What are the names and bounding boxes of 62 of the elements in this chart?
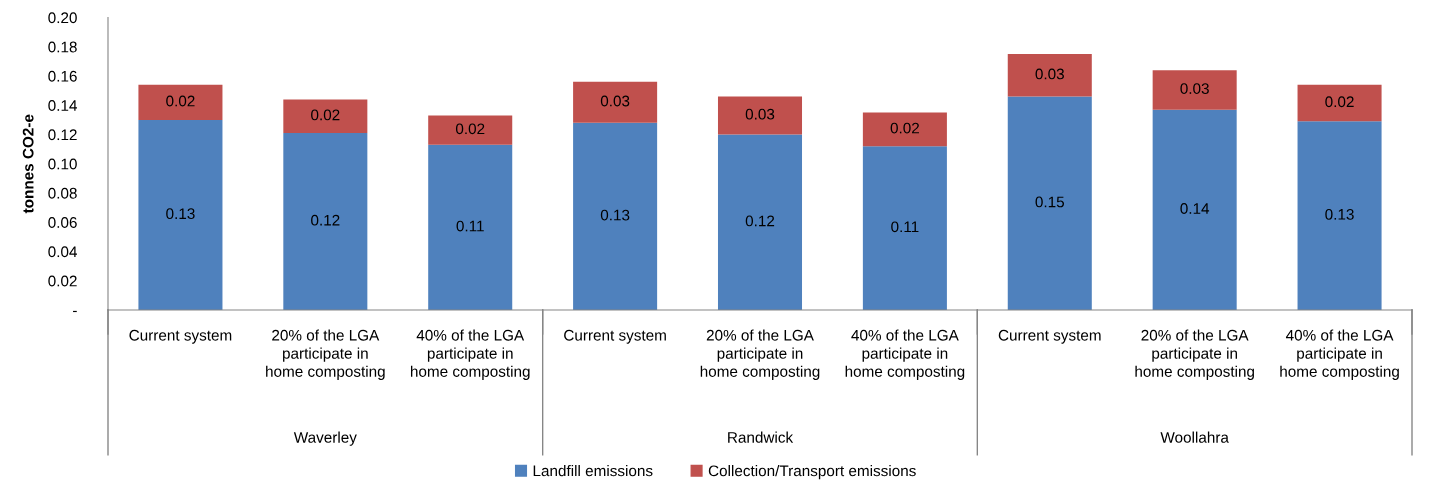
data-label: 0.11 <box>891 221 919 233</box>
y-tick-label: 0.08 <box>48 187 77 199</box>
legend-label: Landfill emissions <box>533 465 653 477</box>
bar <box>283 99 368 134</box>
bar <box>717 134 803 310</box>
bar <box>862 146 947 310</box>
text: Woollahra <box>1160 431 1229 443</box>
bar <box>428 115 513 145</box>
data-label: 0.13 <box>166 208 195 220</box>
data-label: 0.02 <box>890 122 919 134</box>
bar <box>1152 70 1237 110</box>
x-tick-label: 40% of the LGA participate in home composting <box>1280 329 1399 380</box>
data-label: 0.03 <box>1180 83 1209 94</box>
data-label: 0.02 <box>455 123 485 135</box>
x-tick-label: 20% of the LGA participate in home composting <box>266 329 385 380</box>
bar <box>717 96 803 135</box>
data-label: 0.13 <box>1325 208 1354 220</box>
x-tick-label: 20% of the LGA participate in home composting <box>1135 329 1254 380</box>
bar <box>862 112 947 147</box>
data-label: 0.02 <box>1325 96 1354 108</box>
y-tick-label: 0.20 <box>48 12 77 24</box>
x-tick-label: 40% of the LGA participate in home composting <box>845 329 965 380</box>
data-label: 0.11 <box>456 220 484 232</box>
x-tick-label: Current system <box>998 329 1101 344</box>
data-label: 0.14 <box>1180 203 1210 214</box>
y-tick-label: - <box>73 310 77 313</box>
bar <box>1007 54 1092 97</box>
y-tick-label: 0.04 <box>48 246 77 258</box>
y-axis-title: tonnes CO2-e <box>22 114 34 214</box>
data-label: 0.03 <box>600 95 630 107</box>
data-label: 0.15 <box>1035 196 1065 208</box>
data-label: 0.13 <box>600 209 630 221</box>
y-tick-label: 0.06 <box>48 217 77 228</box>
bar <box>138 119 223 310</box>
y-tick-label: 0.16 <box>48 70 77 82</box>
data-label: 0.02 <box>311 109 340 121</box>
bar <box>1152 109 1237 310</box>
legend-label: Collection/Transport emissions <box>708 465 916 480</box>
data-label: 0.03 <box>1035 68 1064 80</box>
x-tick-label: Current system <box>564 329 666 344</box>
data-label: 0.12 <box>745 215 775 227</box>
bar <box>138 84 223 120</box>
data-label: 0.03 <box>745 108 775 120</box>
x-tick-label: Current system <box>129 329 232 344</box>
bar <box>573 122 658 310</box>
y-tick-label: 0.10 <box>48 158 77 170</box>
y-tick-label: 0.12 <box>48 129 77 141</box>
y-tick-label: 0.14 <box>48 100 77 111</box>
y-tick-label: 0.18 <box>48 41 77 53</box>
bar <box>283 133 368 310</box>
bar <box>1297 84 1382 122</box>
data-label: 0.12 <box>311 214 340 226</box>
text: Randwick <box>728 431 794 443</box>
x-tick-label: 40% of the LGA participate in home composting <box>410 329 530 380</box>
bar <box>1297 121 1382 310</box>
bar <box>1007 96 1092 310</box>
x-tick-label: 20% of the LGA participate in home composting <box>700 329 820 380</box>
text: Waverley <box>293 431 357 446</box>
bar <box>573 81 658 123</box>
bar <box>428 144 513 310</box>
data-label: 0.02 <box>166 95 195 107</box>
y-tick-label: 0.02 <box>48 275 77 287</box>
